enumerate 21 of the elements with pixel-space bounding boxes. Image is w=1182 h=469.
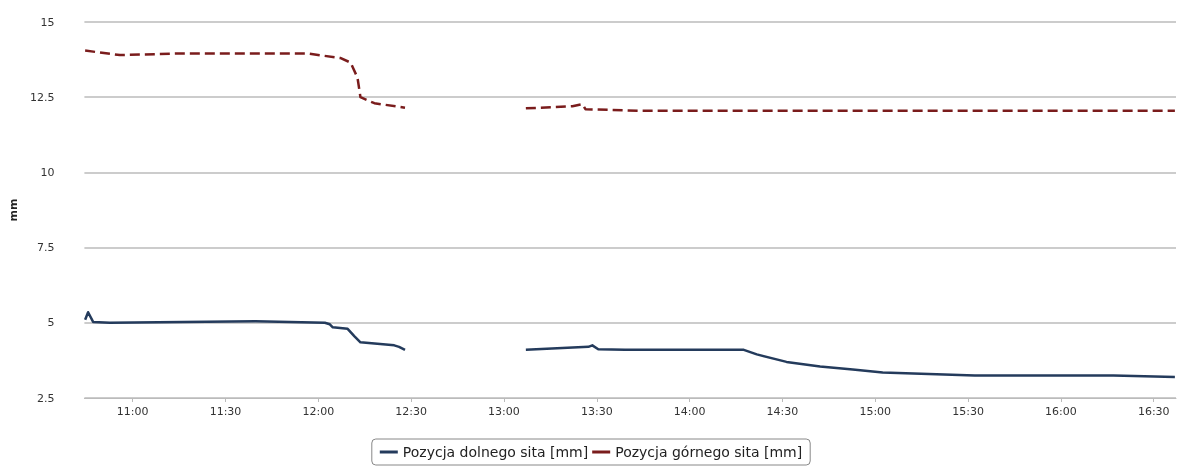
legend-label: Pozycja górnego sita [mm] bbox=[615, 444, 803, 460]
legend-label: Pozycja dolnego sita [mm] bbox=[402, 444, 589, 460]
x-tick-label: 14:30 bbox=[766, 405, 799, 418]
y-tick-label: 7.5 bbox=[36, 241, 55, 255]
x-tick-label: 16:00 bbox=[1045, 405, 1077, 418]
y-tick-label: 2.5 bbox=[36, 391, 55, 405]
y-axis-title: mm bbox=[7, 198, 20, 222]
x-tick-label: 11:00 bbox=[116, 405, 149, 418]
x-tick-label: 15:30 bbox=[952, 405, 984, 418]
y-tick-label: 15 bbox=[40, 15, 55, 29]
x-tick-label: 13:00 bbox=[488, 405, 520, 418]
y-tick-label: 5 bbox=[47, 316, 55, 330]
x-tick-label: 14:00 bbox=[673, 405, 706, 418]
x-tick-label: 15:00 bbox=[859, 405, 892, 418]
x-tick-label: 12:00 bbox=[302, 405, 335, 418]
x-tick-label: 11:30 bbox=[209, 405, 242, 418]
y-tick-label: 12.5 bbox=[29, 90, 55, 104]
y-tick-label: 10 bbox=[40, 165, 55, 179]
x-tick-label: 12:30 bbox=[395, 405, 427, 418]
x-tick-label: 13:30 bbox=[580, 405, 613, 418]
x-tick-label: 16:30 bbox=[1137, 405, 1170, 418]
